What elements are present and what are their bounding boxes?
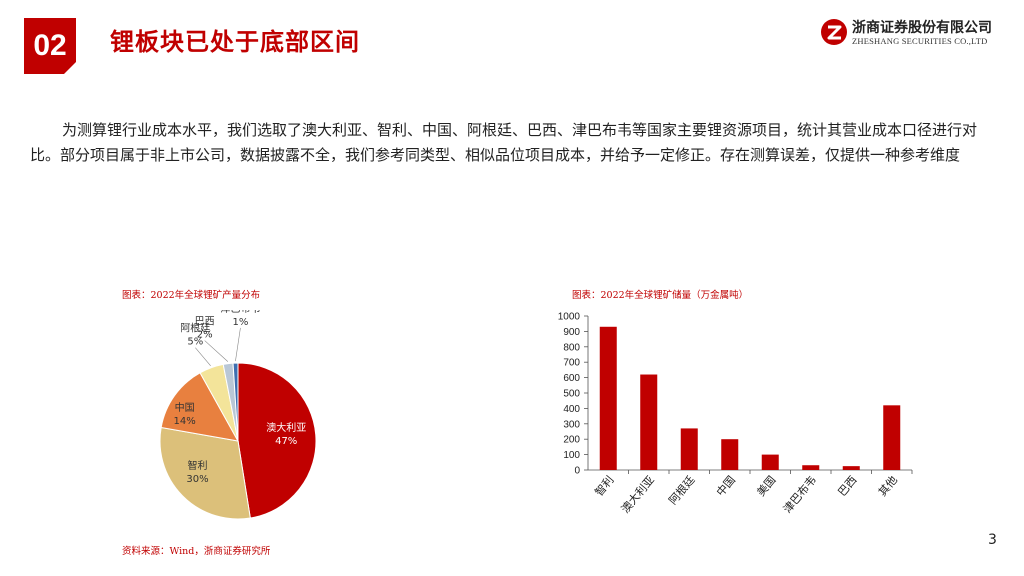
y-tick-label: 500 (563, 389, 580, 400)
pie-slice (237, 362, 317, 519)
y-tick-label: 0 (574, 466, 580, 477)
pie-percent-label: 5% (187, 337, 203, 348)
bar (599, 326, 617, 470)
pie-percent-label: 1% (232, 317, 248, 328)
pie-slice (232, 362, 239, 442)
page-number: 3 (988, 532, 997, 548)
pie-category-label: 巴西 (195, 316, 215, 328)
x-category-label: 巴西 (835, 474, 859, 499)
pie-category-label: 智利 (188, 459, 208, 472)
x-category-label: 澳大利亚 (618, 473, 657, 516)
bar (680, 428, 698, 470)
x-category-label: 智利 (592, 473, 617, 499)
bar-chart-caption: 图表：2022年全球锂矿储量（万金属吨） (572, 290, 749, 301)
x-category-label: 阿根廷 (666, 473, 698, 507)
pie-leader-line (204, 340, 229, 362)
y-tick-label: 700 (563, 358, 580, 369)
bar-chart: 0 100 200 300 400 500 600 700 800 900 1000 智利 澳大利亚 阿根… (558, 312, 913, 516)
bar (721, 439, 739, 470)
pie-percent-label: 14% (173, 416, 195, 427)
y-tick-label: 900 (563, 327, 580, 338)
pie-chart: 澳大利亚 47% 智利 30% 中国 14% 阿根廷 5% 巴西 2% 津巴布韦 1% (159, 310, 317, 520)
y-tick-label: 600 (563, 373, 580, 384)
pie-slice (160, 372, 239, 442)
y-tick-label: 100 (563, 450, 580, 461)
logo-name-en: ZHESHANG SECURITIES CO.,LTD (852, 36, 988, 46)
x-category-label: 美国 (754, 474, 778, 499)
pie-category-label: 阿根廷 (180, 322, 210, 335)
y-tick-label: 200 (563, 435, 580, 446)
bar (883, 405, 901, 470)
y-tick-label: 400 (563, 404, 580, 415)
section-number-badge: 02 (24, 18, 77, 75)
pie-chart-caption: 图表：2022年全球锂矿产量分布 (122, 290, 261, 301)
pie-leader-line (195, 347, 211, 367)
pie-category-label: 津巴布韦 (220, 310, 260, 315)
page-title: 锂板块已处于底部区间 (110, 28, 360, 56)
x-category-label: 中国 (714, 474, 738, 499)
logo-mark-icon (821, 19, 847, 45)
y-tick-label: 800 (563, 342, 580, 353)
pie-percent-label: 30% (186, 474, 208, 485)
x-category-label: 其他 (876, 474, 900, 499)
pie-slice (159, 426, 251, 520)
bar (640, 374, 658, 470)
pie-category-label: 澳大利亚 (266, 421, 306, 434)
intro-paragraph: 为测算锂行业成本水平，我们选取了澳大利亚、智利、中国、阿根廷、巴西、津巴布韦等国… (30, 121, 978, 164)
pie-percent-label: 47% (275, 436, 297, 447)
pie-leader-line (235, 327, 241, 362)
logo-name-cn: 浙商证券股份有限公司 (852, 20, 992, 36)
company-logo: 浙商证券股份有限公司 ZHESHANG SECURITIES CO.,LTD (820, 14, 1005, 54)
bar (802, 465, 820, 470)
y-tick-label: 300 (563, 419, 580, 430)
bar (761, 454, 779, 470)
x-category-label: 津巴布韦 (781, 474, 819, 516)
bar (842, 466, 860, 470)
pie-percent-label: 2% (197, 330, 213, 341)
source-note: 资料来源：Wind，浙商证券研究所 (122, 546, 271, 557)
y-tick-label: 1000 (558, 312, 581, 323)
pie-category-label: 中国 (175, 401, 195, 414)
